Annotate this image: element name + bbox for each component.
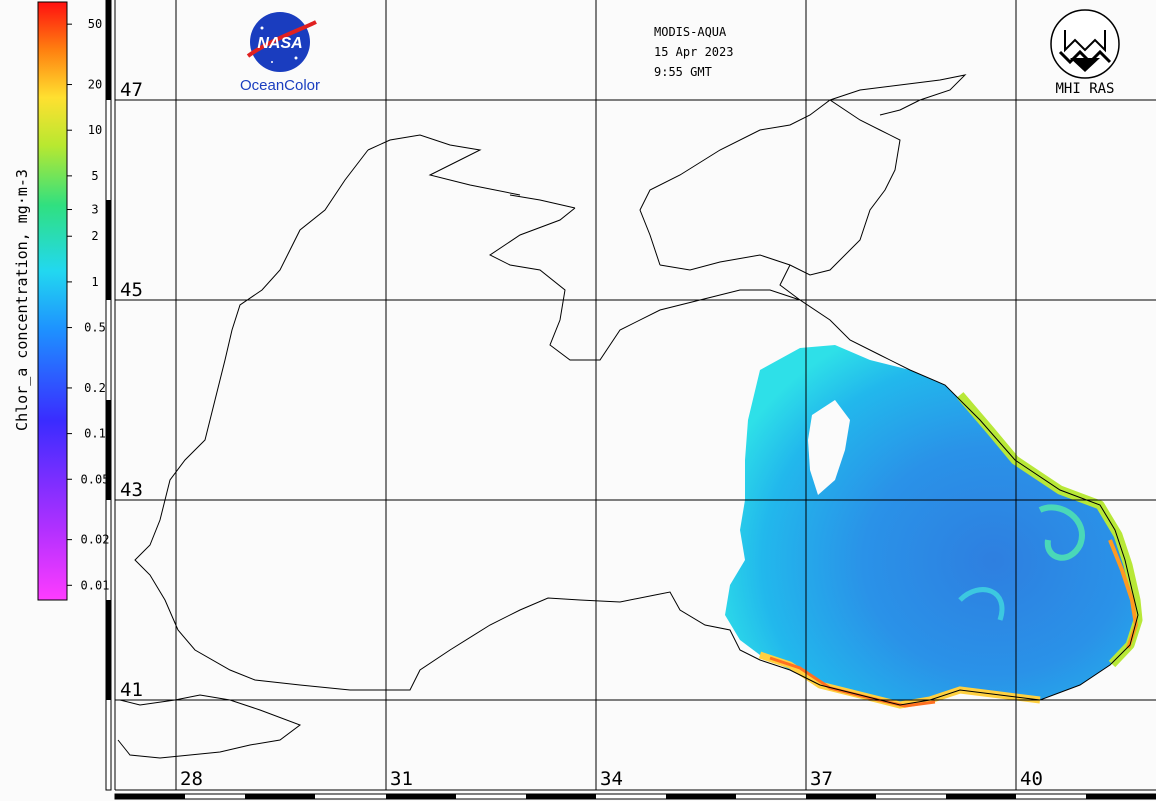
lon-label-31: 31 bbox=[390, 768, 413, 790]
colorbar-ticks: 50 20 10 5 3 2 1 0.5 0.2 0.1 0.05 0.02 0.01 bbox=[67, 17, 109, 592]
colorbar-tick-label: 0.01 bbox=[81, 578, 110, 592]
colorbar-tick-label: 0.2 bbox=[84, 381, 106, 395]
colorbar-tick-label: 20 bbox=[88, 78, 102, 92]
colorbar-tick-label: 0.1 bbox=[84, 427, 106, 441]
coastline bbox=[117, 74, 1139, 759]
nasa-wordmark: NASA bbox=[257, 35, 302, 52]
lat-label-41: 41 bbox=[120, 679, 143, 701]
longitude-labels: 28 31 34 37 40 bbox=[180, 768, 1043, 790]
colorbar-tick-label: 5 bbox=[91, 169, 98, 183]
date-label: 15 Apr 2023 bbox=[654, 45, 733, 59]
chlorophyll-swath bbox=[725, 345, 1143, 709]
colorbar-tick-label: 50 bbox=[88, 17, 102, 31]
lon-label-37: 37 bbox=[810, 768, 833, 790]
graticule bbox=[114, 0, 1156, 791]
colorbar-tick-label: 2 bbox=[91, 229, 98, 243]
colorbar-tick-label: 0.05 bbox=[81, 472, 110, 486]
colorbar-gradient bbox=[37, 1, 68, 601]
mhi-ras-logo: MHI RAS bbox=[1050, 9, 1120, 97]
colorbar: Chlor_a concentration, mg·m-3 50 20 10 5 3 2 1… bbox=[13, 1, 109, 601]
lon-label-28: 28 bbox=[180, 768, 203, 790]
lat-label-43: 43 bbox=[120, 479, 143, 501]
oceancolor-caption: OceanColor bbox=[240, 77, 320, 94]
colorbar-title: Chlor_a concentration, mg·m-3 bbox=[13, 169, 31, 431]
colorbar-tick-label: 1 bbox=[91, 275, 98, 289]
satellite-label: MODIS-AQUA bbox=[654, 25, 727, 39]
latitude-scale-bar bbox=[105, 0, 112, 791]
colorbar-tick-label: 0.02 bbox=[81, 533, 110, 547]
header: MODIS-AQUA 15 Apr 2023 9:55 GMT bbox=[654, 25, 733, 79]
colorbar-tick-label: 10 bbox=[88, 123, 102, 137]
colorbar-tick-label: 0.5 bbox=[84, 321, 106, 335]
mhi-ras-caption: MHI RAS bbox=[1055, 81, 1114, 97]
lon-label-40: 40 bbox=[1020, 768, 1043, 790]
lat-label-45: 45 bbox=[120, 279, 143, 301]
lat-label-47: 47 bbox=[120, 79, 143, 101]
longitude-scale-bar bbox=[114, 793, 1156, 800]
colorbar-tick-label: 3 bbox=[91, 203, 98, 217]
time-label: 9:55 GMT bbox=[654, 65, 712, 79]
lon-label-34: 34 bbox=[600, 768, 623, 790]
latitude-labels: 47 45 43 41 bbox=[120, 79, 143, 701]
nasa-logo: NASA OceanColor bbox=[240, 12, 320, 94]
